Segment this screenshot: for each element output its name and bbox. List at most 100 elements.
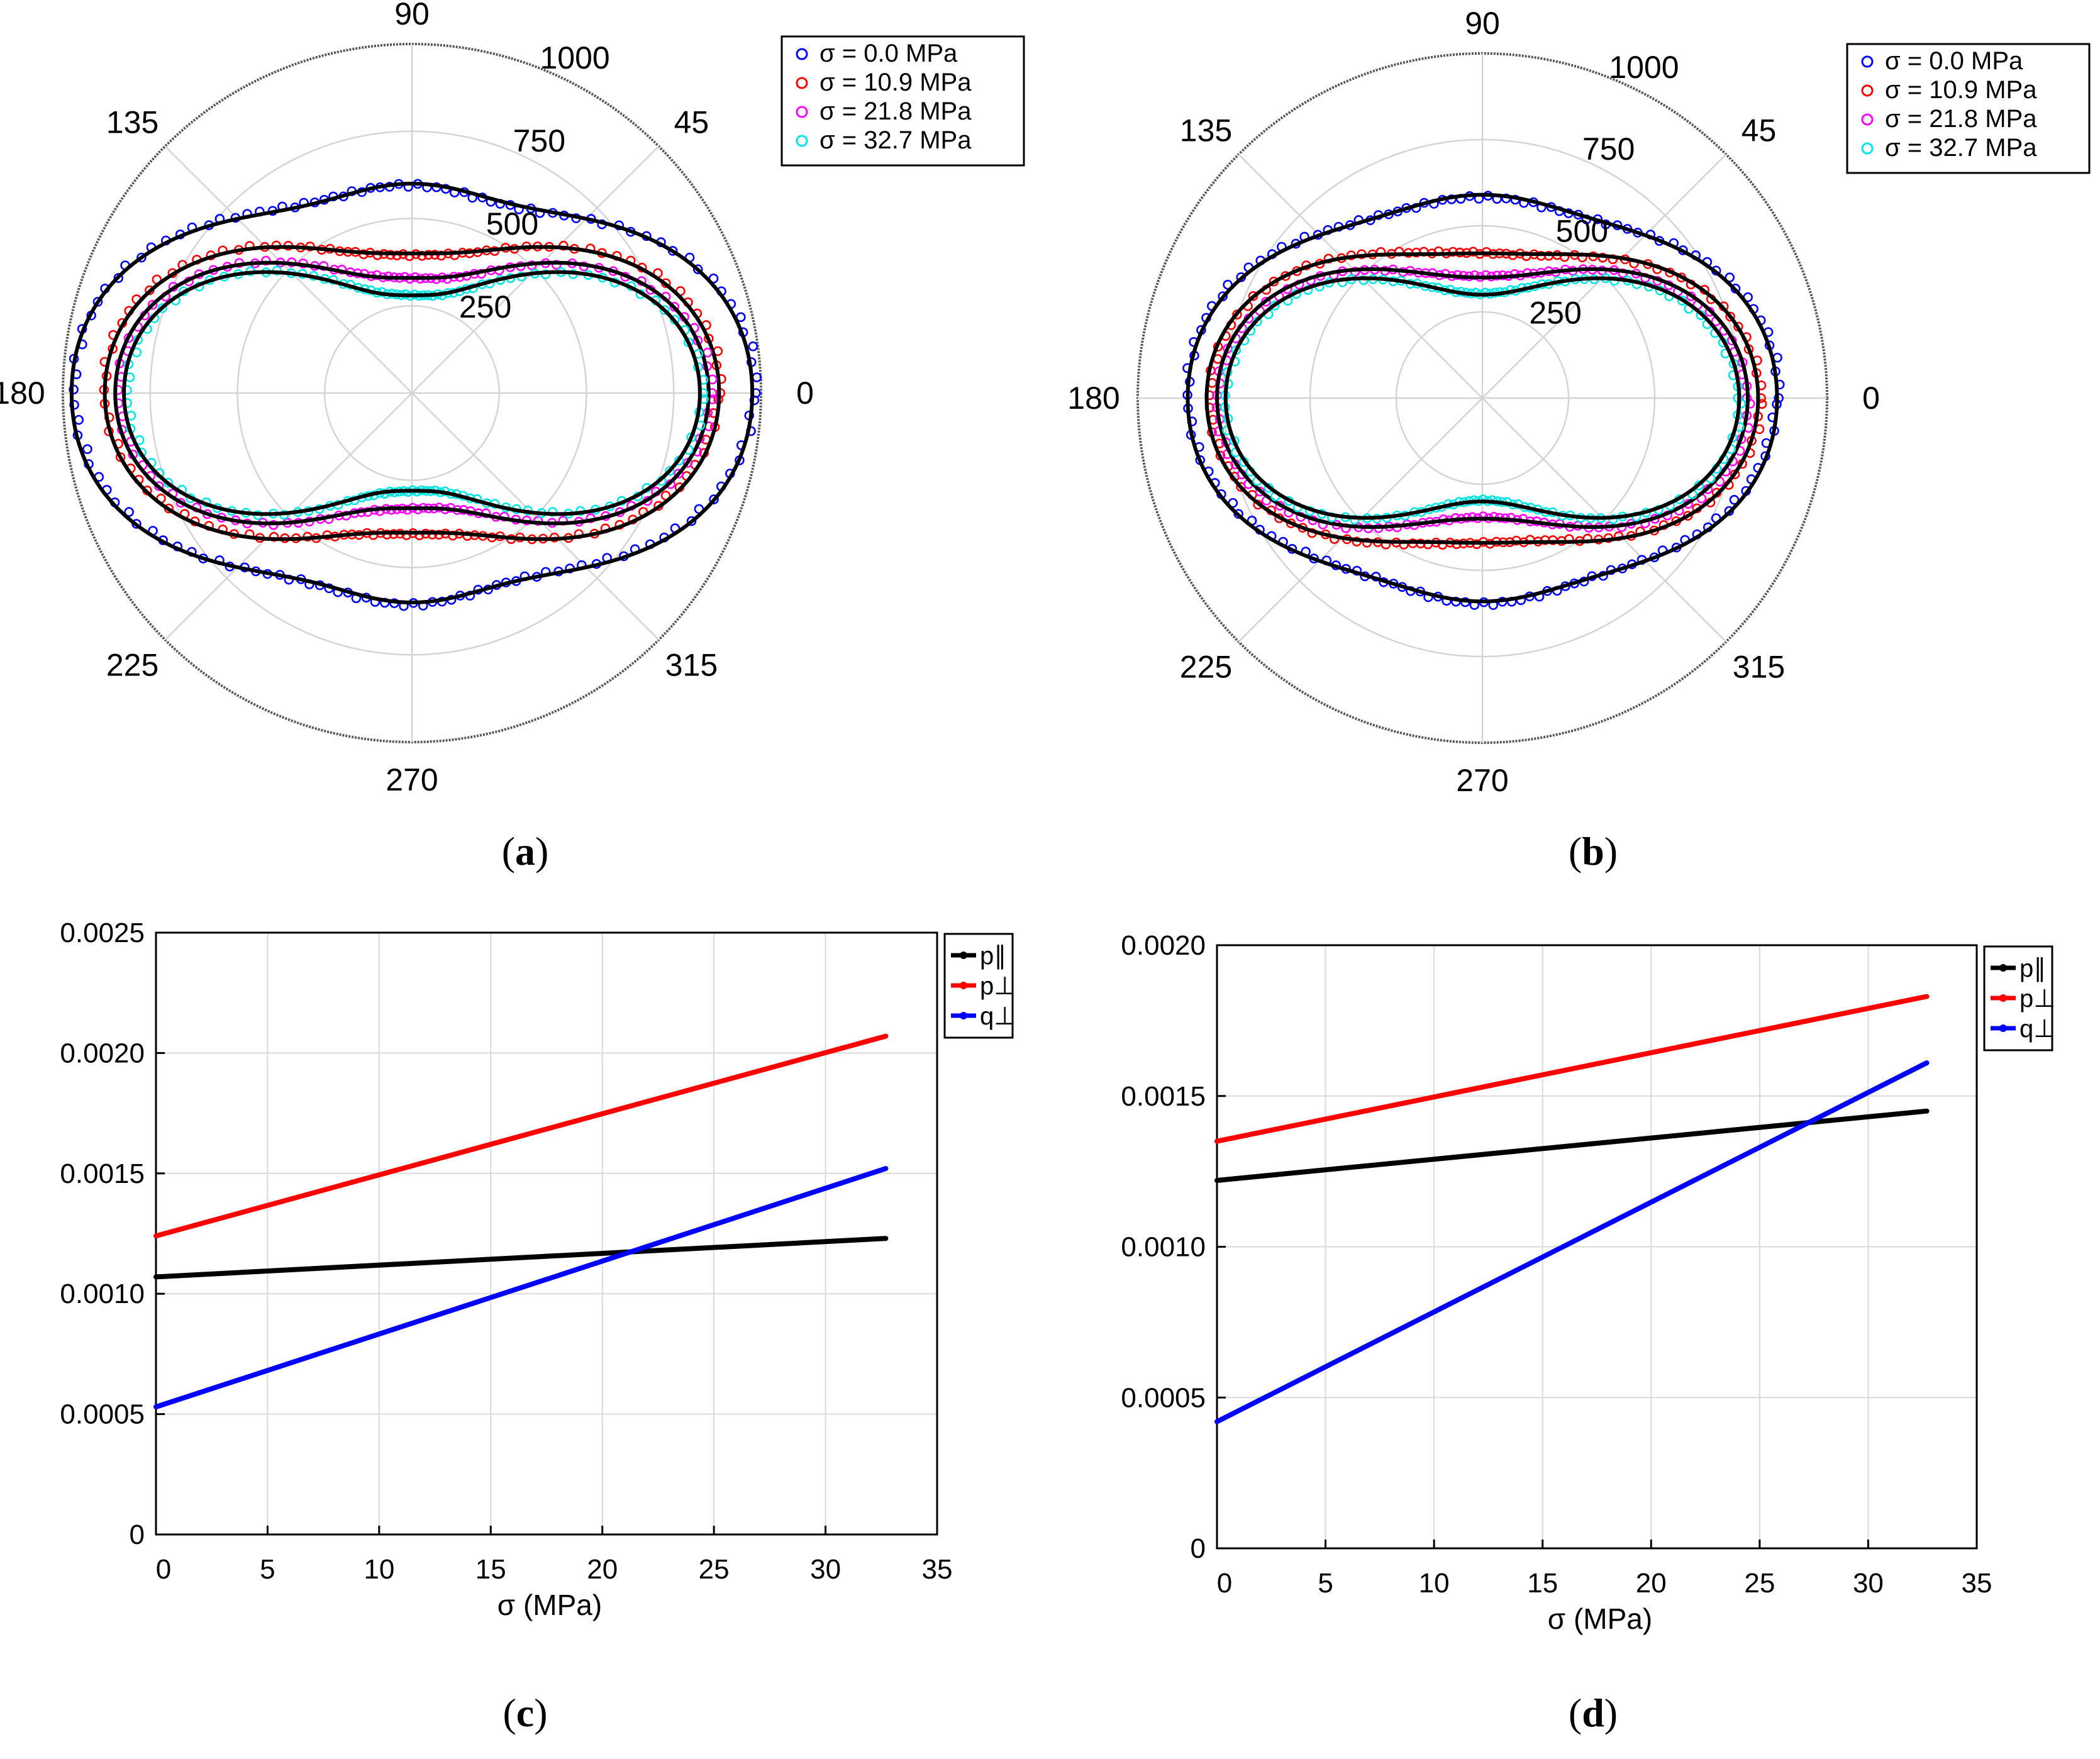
x-tick-label: 0 [156,1554,171,1585]
data-point [1725,311,1735,322]
angle-tick-label: 315 [665,647,718,682]
data-point [674,469,684,479]
r-tick-label: 500 [486,206,538,241]
legend-marker [1861,142,1874,155]
fit-curve [103,245,721,541]
y-tick-label: 0.0015 [60,1158,145,1189]
angle-tick-label: 270 [1456,763,1508,798]
data-point [1729,495,1740,505]
data-point [434,530,444,540]
legend-marker [796,77,808,89]
data-point [686,516,697,526]
r-tick-label: 750 [1582,131,1635,167]
fit-curve [113,260,711,526]
r-tick-label: 500 [1556,213,1608,248]
legend-label: q⊥ [980,1002,1016,1030]
r-tick-label: 1000 [540,40,610,75]
data-point [136,252,147,263]
legend-marker [1861,84,1874,97]
caption-d: (d) [1569,1690,1618,1735]
data-point [669,301,680,312]
data-point [1350,514,1360,525]
angle-spoke [1238,397,1483,643]
angle-tick-label: 225 [1180,649,1232,684]
line-panel-c: 0 5 10 15 20 25 30 35 0 0.0005 0.0010 0.0015 0.0020 0… [60,918,1016,1621]
angle-tick-label: 0 [796,375,814,411]
fit-curve [69,181,755,605]
data-point [113,273,124,283]
data-point [665,465,675,476]
fit-curve [1204,251,1760,545]
data-point [709,494,719,504]
polar-panel-b: 0 45 90 135 180 225 270 315 250 500 750 1000 σ = 0.0… [1067,6,2091,798]
y-tick-label: 0.0025 [60,918,145,948]
r-tick-label: 1000 [1609,50,1679,85]
caption-b: (b) [1569,829,1618,874]
data-point [147,299,158,310]
data-point [392,250,403,260]
data-point [124,507,134,517]
legend-label: p∥ [2019,955,2046,982]
r-tick-label: 750 [513,123,565,158]
legend-marker [1999,964,2007,972]
x-tick-label: 25 [1744,1568,1775,1599]
x-tick-label: 15 [475,1554,506,1585]
legend-marker [1999,994,2007,1002]
legend-box [943,933,1014,1039]
y-tick-label: 0.0005 [60,1399,145,1430]
r-tick-label: 250 [459,289,511,325]
legend-marker [1861,55,1874,68]
legend-box [781,35,1025,167]
data-point [1478,494,1488,504]
x-tick-label: 25 [699,1554,730,1585]
data-point [261,255,271,266]
fit-curve [122,270,702,516]
angle-tick-label: 45 [674,105,709,140]
angle-tick-label: 270 [386,762,438,797]
fit-curve [1186,192,1779,604]
data-point [1223,279,1233,290]
x-tick-label: 0 [1217,1568,1232,1599]
series-line [153,1033,889,1239]
angle-tick-label: 90 [1465,6,1500,41]
angle-tick-label: 180 [1067,380,1119,416]
angle-spoke [1238,153,1483,399]
fit-curve [1223,276,1742,520]
legend-label: q⊥ [2019,1015,2055,1043]
data-point [692,264,703,275]
y-tick-label: 0.0005 [1121,1382,1206,1413]
data-point [92,297,103,307]
x-tick-label: 30 [1853,1568,1884,1599]
x-tick-label: 5 [1318,1568,1333,1599]
data-point [659,305,670,315]
legend-marker [960,952,967,959]
legend-marker [1999,1024,2007,1032]
y-tick-label: 0 [130,1519,145,1550]
legend-label: σ = 0.0 MPa [819,40,958,67]
legend-label: p⊥ [2019,985,2055,1013]
x-axis-label: σ (MPa) [1548,1602,1652,1635]
y-tick-label: 0 [1191,1533,1206,1564]
y-tick-label: 0.0020 [60,1038,145,1068]
x-axis-label: σ (MPa) [497,1589,602,1621]
data-point [269,531,279,542]
data-point [82,444,92,454]
x-tick-label: 5 [260,1554,275,1585]
caption-c: (c) [503,1690,547,1735]
angle-tick-label: 225 [106,647,158,682]
y-tick-label: 0.0010 [60,1279,145,1309]
polar-panel-a: 0 45 90 135 180 225 270 315 250 500 750 1000 σ = 0.0… [0,0,1025,797]
data-point [1489,512,1499,522]
legend-label: σ = 32.7 MPa [1885,134,2037,162]
legend-label: p⊥ [980,972,1016,1000]
x-tick-label: 30 [810,1554,841,1585]
series-line [1214,1060,1930,1424]
y-tick-label: 0.0020 [1121,930,1206,961]
fit-curve [1214,267,1750,529]
data-point [551,260,562,270]
y-tick-label: 0.0010 [1121,1232,1206,1263]
caption-a: (a) [502,829,549,874]
legend-marker [960,1012,967,1019]
legend-label: σ = 32.7 MPa [819,126,972,154]
angle-tick-label: 90 [394,0,430,31]
